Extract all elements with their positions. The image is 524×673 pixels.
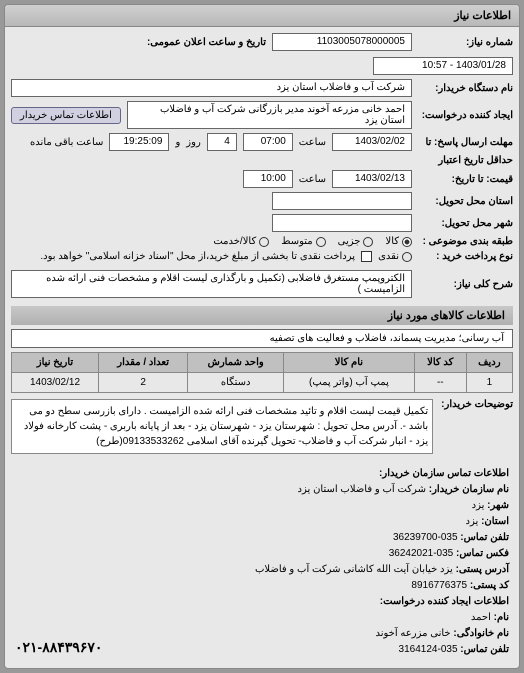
cell-date: 1403/02/12 — [12, 373, 99, 393]
panel-header: اطلاعات نیاز — [5, 5, 519, 27]
deliver-province-label: استان محل تحویل: — [418, 196, 513, 207]
table-row[interactable]: 1 -- پمپ آب (واتر پمپ) دستگاه 2 1403/02/… — [12, 373, 513, 393]
time-label-2: ساعت — [299, 174, 326, 185]
payment-checkbox[interactable] — [361, 251, 372, 262]
cell-name: پمپ آب (واتر پمپ) — [284, 373, 415, 393]
side-phone: ۰۲۱-۸۸۴۳۹۶۷۰ — [15, 636, 102, 658]
announce-field: 1403/01/28 - 10:57 — [373, 57, 513, 75]
info-panel: اطلاعات نیاز شماره نیاز: 110300507800000… — [4, 4, 520, 669]
col-date: تاریخ نیاز — [12, 353, 99, 373]
radio-installment[interactable]: کالا/خدمت — [213, 236, 269, 247]
buyer-device-label: نام دستگاه خریدار: — [418, 83, 513, 94]
days-remain-field: 4 — [207, 133, 237, 151]
deliver-city-field — [272, 214, 412, 232]
radio-cash[interactable]: نقدی — [378, 251, 412, 262]
deadline-time-field: 07:00 — [243, 133, 293, 151]
request-no-label: شماره نیاز: — [418, 37, 513, 48]
goods-table: ردیف کد کالا نام کالا واحد شمارش تعداد /… — [11, 352, 513, 393]
radio-goods[interactable]: کالا — [385, 236, 412, 247]
col-unit: واحد شمارش — [188, 353, 284, 373]
valid-date-field: 1403/02/13 — [332, 170, 412, 188]
col-name: نام کالا — [284, 353, 415, 373]
desc-label: توضیحات خریدار: — [441, 399, 513, 454]
buyer-device-field: شرکت آب و فاضلاب استان یزد — [11, 79, 412, 97]
day-unit: روز — [186, 137, 201, 148]
key-title-field: الکتروپمپ مستغرق فاضلابی (تکمیل و بارگذا… — [11, 270, 412, 298]
remain-suffix: ساعت باقی مانده — [30, 137, 103, 148]
request-no-field: 1103005078000005 — [272, 33, 412, 51]
table-header-row: ردیف کد کالا نام کالا واحد شمارش تعداد /… — [12, 353, 513, 373]
announce-label: تاریخ و ساعت اعلان عمومی: — [147, 37, 266, 48]
radio-icon — [259, 237, 269, 247]
radio-icon — [363, 237, 373, 247]
col-qty: تعداد / مقدار — [98, 353, 187, 373]
payment-note: پرداخت نقدی تا بخشی از مبلغ خرید،از محل … — [40, 251, 355, 262]
deliver-province-field — [272, 192, 412, 210]
deadline-date-field: 1403/02/02 — [332, 133, 412, 151]
radio-icon — [316, 237, 326, 247]
deadline-label: مهلت ارسال پاسخ: تا — [418, 137, 513, 148]
requester-field: احمد خانی مزرعه آخوند مدیر بازرگانی شرکت… — [127, 101, 412, 129]
cell-code: -- — [414, 373, 466, 393]
cell-unit: دستگاه — [188, 373, 284, 393]
footer-title: اطلاعات تماس سازمان خریدار: — [255, 466, 509, 482]
contact-info-button[interactable]: اطلاعات تماس خریدار — [11, 107, 121, 124]
req-title: اطلاعات ایجاد کننده درخواست: — [255, 594, 509, 610]
payment-label: نوع پرداخت خرید : — [418, 251, 513, 262]
col-index: ردیف — [466, 353, 512, 373]
cell-qty: 2 — [98, 373, 187, 393]
panel-content: شماره نیاز: 1103005078000005 تاریخ و ساع… — [5, 27, 519, 668]
time-label-1: ساعت — [299, 137, 326, 148]
radio-icon — [402, 252, 412, 262]
radio-icon — [402, 237, 412, 247]
valid-time-field: 10:00 — [243, 170, 293, 188]
radio-medium[interactable]: متوسط — [281, 236, 325, 247]
key-title-label: شرح کلی نیاز: — [418, 279, 513, 290]
col-code: کد کالا — [414, 353, 466, 373]
hours-remain-field: 19:25:09 — [109, 133, 169, 151]
radio-partial[interactable]: جزیی — [338, 236, 374, 247]
requester-label: ایجاد کننده درخواست: — [418, 110, 513, 121]
subject-radio-group: کالا جزیی متوسط کالا/خدمت — [213, 236, 412, 247]
deliver-city-label: شهر محل تحویل: — [418, 218, 513, 229]
and-word: و — [175, 137, 180, 148]
subject-group-label: طبقه بندی موضوعی : — [418, 236, 513, 247]
valid-to-label: قیمت: تا تاریخ: — [418, 174, 513, 185]
desc-text: تکمیل قیمت لیست اقلام و تائید مشخصات فنی… — [11, 399, 433, 454]
cell-index: 1 — [466, 373, 512, 393]
valid-from-label: حداقل تاریخ اعتبار — [418, 155, 513, 166]
footer-info: اطلاعات تماس سازمان خریدار: نام سازمان خ… — [11, 462, 513, 662]
goods-group-field: آب رسانی؛ مدیریت پسماند، فاضلاب و فعالیت… — [11, 329, 513, 348]
goods-section-title: اطلاعات کالاهای مورد نیاز — [11, 306, 513, 325]
